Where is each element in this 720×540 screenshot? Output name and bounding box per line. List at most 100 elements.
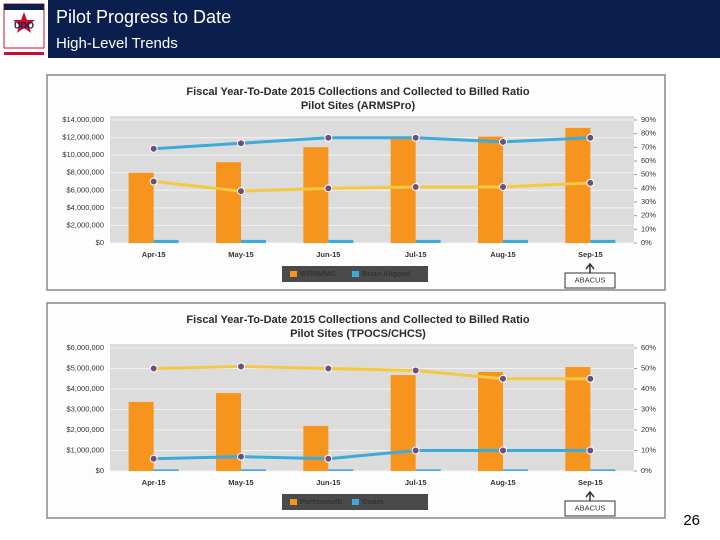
- bar: [390, 375, 416, 471]
- ratio-marker: [237, 139, 245, 148]
- bar: [216, 393, 241, 471]
- bar: [415, 469, 441, 471]
- legend-swatch: [290, 271, 297, 277]
- ratio-marker: [237, 187, 245, 196]
- x-tick-label: May-15: [228, 250, 253, 259]
- y-tick-label: $6,000,000: [66, 185, 104, 194]
- y2-tick-label: 40%: [641, 384, 656, 393]
- ratio-marker: [324, 364, 333, 373]
- legend-label: Portsmouth: [300, 497, 343, 506]
- legend-swatch: [352, 271, 359, 277]
- y-tick-label: $14,000,000: [62, 115, 104, 124]
- bar: [390, 136, 416, 243]
- logo-text: UDO: [14, 20, 34, 30]
- annotation-arrow: [585, 490, 595, 501]
- y2-tick-label: 70%: [641, 142, 656, 151]
- y2-tick-label: 30%: [641, 197, 656, 206]
- chart-title: Fiscal Year-To-Date 2015 Collections and…: [186, 314, 529, 326]
- logo-bar: [4, 52, 44, 55]
- y-tick-label: $3,000,000: [66, 404, 104, 413]
- annotation: ABACUS: [575, 503, 606, 512]
- y2-tick-label: 20%: [641, 211, 656, 220]
- ratio-marker: [586, 133, 595, 142]
- bar: [153, 469, 179, 471]
- logo-frame: [3, 3, 45, 49]
- bar: [241, 469, 266, 471]
- bar: [478, 136, 503, 243]
- slide-title: Pilot Progress to Date: [56, 7, 231, 27]
- y2-tick-label: 40%: [641, 183, 656, 192]
- ratio-marker: [324, 454, 333, 463]
- y-tick-label: $6,000,000: [66, 343, 104, 352]
- bar: [128, 172, 154, 243]
- y2-tick-label: 0%: [641, 466, 652, 475]
- bar: [303, 147, 329, 243]
- bar: [216, 162, 241, 243]
- x-tick-label: May-15: [228, 478, 253, 487]
- legend-label: WRNMMC: [300, 269, 336, 278]
- bar: [415, 239, 441, 243]
- legend-swatch: [352, 499, 359, 505]
- logo-star: [13, 12, 35, 33]
- chart-title: Fiscal Year-To-Date 2015 Collections and…: [186, 86, 529, 98]
- page-number: 26: [683, 512, 700, 529]
- x-tick-label: Jul-15: [405, 478, 427, 487]
- annotation: ABACUS: [575, 275, 606, 284]
- ratio-marker: [149, 454, 158, 463]
- x-tick-label: Apr-15: [142, 250, 166, 259]
- y-tick-label: $12,000,000: [62, 133, 104, 142]
- legend-swatch: [290, 499, 297, 505]
- x-tick-label: Sep-15: [578, 478, 603, 487]
- y-tick-label: $0: [96, 238, 104, 247]
- bar: [503, 239, 528, 243]
- logo-stripe: [4, 4, 44, 10]
- bar: [303, 425, 329, 471]
- bar: [153, 239, 179, 243]
- y-tick-label: $4,000,000: [66, 384, 104, 393]
- y-tick-label: $8,000,000: [66, 168, 104, 177]
- x-tick-label: Jul-15: [405, 250, 427, 259]
- ratio-marker: [499, 182, 507, 191]
- ratio-line: [153, 180, 591, 193]
- bar: [478, 371, 503, 471]
- y-tick-label: $5,000,000: [66, 363, 104, 372]
- y2-tick-label: 0%: [641, 238, 652, 247]
- y2-tick-label: 50%: [641, 363, 656, 372]
- ratio-marker: [149, 177, 158, 186]
- ratio-marker: [411, 182, 420, 191]
- ratio-marker: [411, 366, 420, 375]
- chart-subtitle: Pilot Sites (ARMSPro): [301, 100, 416, 112]
- y2-tick-label: 30%: [641, 404, 656, 413]
- y-tick-label: $0: [96, 466, 104, 475]
- bar: [565, 367, 591, 471]
- y-tick-label: $2,000,000: [66, 220, 104, 229]
- ratio-marker: [149, 144, 158, 153]
- legend-label: Guam: [362, 497, 384, 506]
- x-tick-label: Aug-15: [490, 478, 515, 487]
- bar: [241, 239, 266, 243]
- ratio-marker: [411, 133, 420, 142]
- ratio-marker: [237, 362, 245, 371]
- x-tick-label: Apr-15: [142, 478, 166, 487]
- plot-background: [110, 116, 634, 243]
- bar: [503, 469, 528, 471]
- ratio-marker: [586, 446, 595, 455]
- bar: [328, 239, 354, 243]
- ratio-line: [153, 364, 591, 381]
- ratio-line: [153, 449, 591, 461]
- y2-tick-label: 10%: [641, 445, 656, 454]
- annotation-arrow: [585, 262, 595, 273]
- bar: [328, 469, 354, 471]
- ratio-marker: [586, 374, 595, 383]
- ratio-marker: [499, 374, 507, 383]
- ratio-marker: [149, 364, 158, 373]
- legend-label: Brian Allgood: [362, 269, 411, 278]
- y2-tick-label: 80%: [641, 129, 656, 138]
- chart-subtitle: Pilot Sites (TPOCS/CHCS): [290, 328, 426, 340]
- ratio-marker: [586, 178, 595, 187]
- y2-tick-label: 50%: [641, 170, 656, 179]
- x-tick-label: Jun-15: [316, 250, 340, 259]
- slide-subtitle: High-Level Trends: [56, 35, 178, 52]
- y-tick-label: $2,000,000: [66, 425, 104, 434]
